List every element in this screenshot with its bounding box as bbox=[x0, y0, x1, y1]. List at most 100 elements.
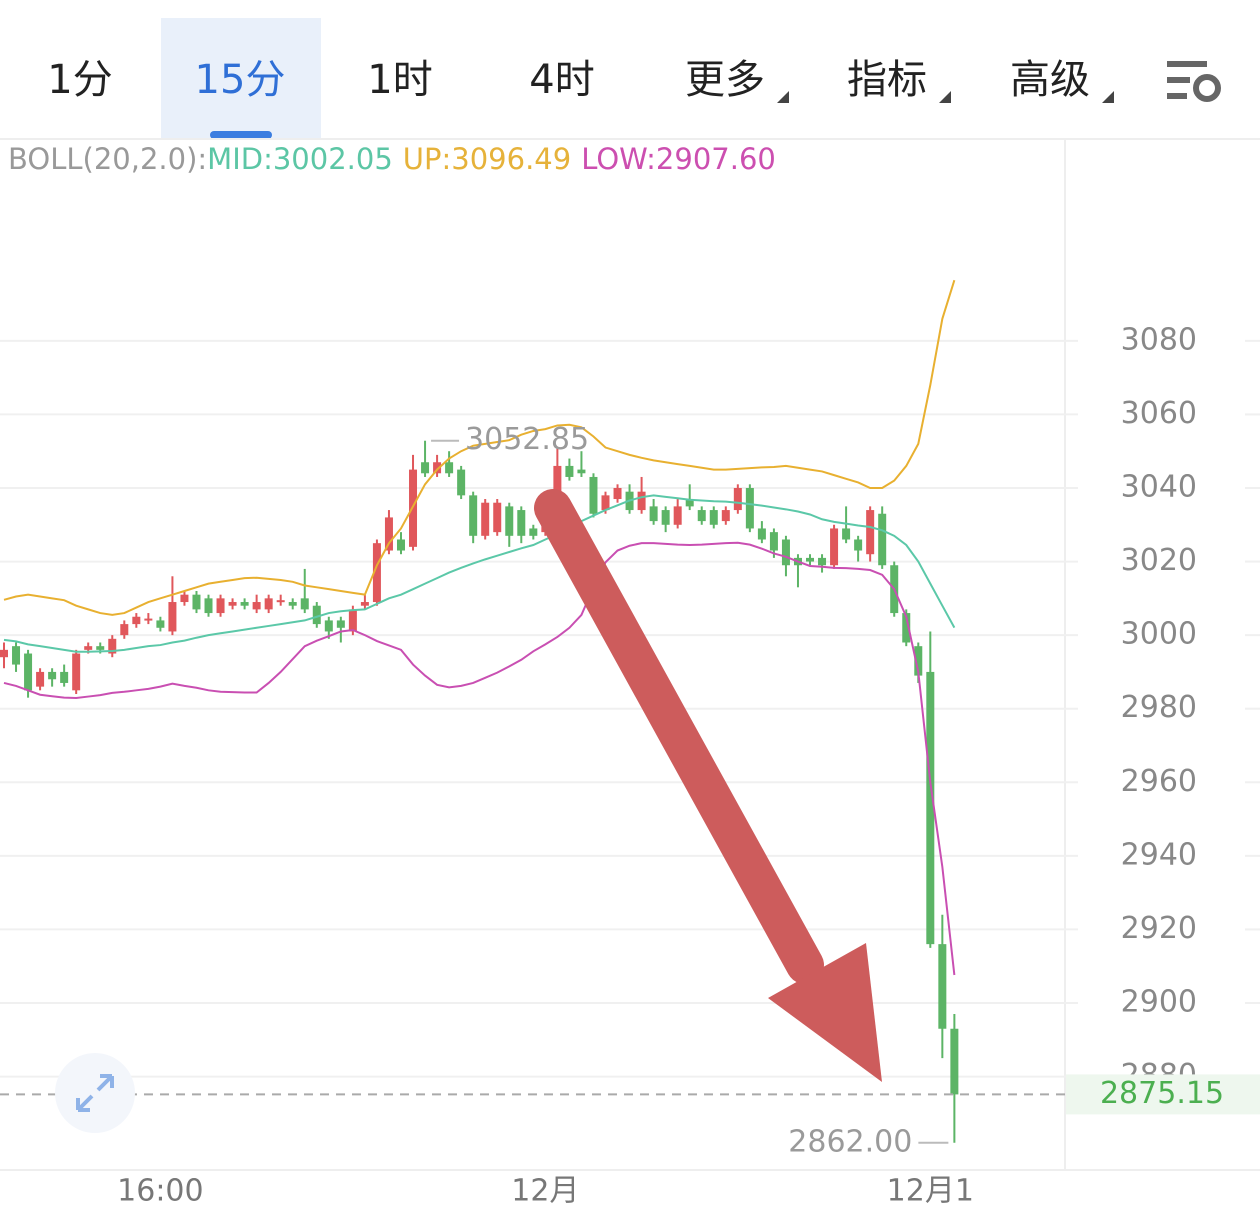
icon-gear bbox=[1193, 74, 1221, 102]
arrow-annotation bbox=[534, 489, 882, 1082]
candle-body bbox=[372, 543, 381, 603]
candle-body bbox=[733, 487, 742, 511]
candle-body bbox=[36, 671, 45, 687]
max-label: 3052.85 bbox=[465, 422, 589, 457]
candle-body bbox=[878, 513, 887, 566]
candle-body bbox=[769, 532, 778, 551]
candle-body bbox=[469, 495, 478, 536]
tab[interactable]: 4时 bbox=[529, 57, 594, 103]
candle-body bbox=[926, 671, 935, 945]
candle-body bbox=[0, 649, 8, 658]
dropdown-caret bbox=[1102, 91, 1114, 103]
expand-button[interactable] bbox=[55, 1053, 135, 1133]
candle-body bbox=[348, 609, 357, 632]
candle-body bbox=[156, 620, 165, 628]
y-tick-label: 3020 bbox=[1121, 543, 1197, 578]
y-tick-label: 3080 bbox=[1121, 322, 1197, 357]
candle-body bbox=[565, 465, 574, 477]
candle-body bbox=[685, 499, 694, 507]
x-tick-label: 12月 bbox=[511, 1174, 579, 1209]
candle-body bbox=[601, 495, 610, 511]
candle-body bbox=[938, 944, 947, 1029]
indicator-label: MID: bbox=[207, 142, 273, 176]
y-tick-label: 3040 bbox=[1121, 469, 1197, 504]
candle-body bbox=[384, 517, 393, 551]
dropdown-caret bbox=[939, 91, 951, 103]
y-tick-label: 2920 bbox=[1121, 911, 1197, 946]
candle-body bbox=[168, 602, 177, 632]
y-tick-label: 2980 bbox=[1121, 690, 1197, 725]
y-tick-label: 3000 bbox=[1121, 617, 1197, 652]
y-tick-label: 2960 bbox=[1121, 764, 1197, 799]
tab-bar: 1分 15分 1时 4时 更多 指标 高级 bbox=[47, 57, 1114, 103]
candle-body bbox=[228, 602, 237, 606]
expand-bg bbox=[55, 1053, 135, 1133]
arrow-head bbox=[768, 943, 882, 1082]
plot: 2880290029202940296029803000302030403060… bbox=[0, 279, 1260, 1209]
candle-body bbox=[697, 510, 706, 522]
dropdown-caret bbox=[777, 91, 789, 103]
candle-body bbox=[108, 638, 117, 654]
candle-body bbox=[842, 528, 851, 540]
x-tick-label: 12月1 bbox=[887, 1174, 974, 1209]
tab[interactable]: 1分 bbox=[47, 57, 112, 103]
candle-body bbox=[288, 602, 297, 606]
indicator-value: 3096.49 bbox=[451, 142, 571, 176]
candle-body bbox=[204, 598, 213, 614]
candle-body bbox=[637, 491, 646, 511]
candle-body bbox=[396, 539, 405, 551]
candle-body bbox=[60, 671, 69, 683]
candle-body bbox=[24, 653, 33, 691]
last-price-label: 2875.15 bbox=[1100, 1076, 1224, 1111]
tab[interactable]: 更多 bbox=[685, 57, 765, 103]
candle-body bbox=[781, 539, 790, 566]
candle-body bbox=[96, 646, 105, 650]
indicator-legend: BOLL(20,2.0):MID:3002.05 UP:3096.49 LOW:29… bbox=[8, 142, 776, 176]
candle-body bbox=[264, 598, 273, 610]
candle-body bbox=[300, 598, 309, 610]
candle-body bbox=[120, 624, 129, 636]
candle-body bbox=[517, 510, 526, 536]
candle-body bbox=[661, 510, 670, 525]
candle-body bbox=[216, 598, 225, 614]
candle-body bbox=[505, 506, 514, 536]
candle-body bbox=[433, 462, 442, 474]
candle-body bbox=[445, 462, 454, 474]
candle-body bbox=[421, 462, 430, 474]
candle-body bbox=[613, 487, 622, 500]
candle-body bbox=[457, 469, 466, 496]
candle-body bbox=[673, 506, 682, 525]
candle-body bbox=[950, 1028, 959, 1095]
candle-body bbox=[252, 602, 261, 610]
y-tick-label: 2940 bbox=[1121, 837, 1197, 872]
settings-icon[interactable] bbox=[1167, 61, 1221, 102]
candle-body bbox=[192, 594, 201, 610]
arrow-shaft bbox=[534, 489, 824, 984]
tab[interactable]: 15分 bbox=[195, 57, 286, 103]
candle-body bbox=[360, 602, 369, 606]
candle-body bbox=[481, 502, 490, 536]
tab[interactable]: 1时 bbox=[367, 57, 432, 103]
selected-tab-indicator bbox=[210, 131, 272, 139]
candle-body bbox=[649, 506, 658, 522]
x-tick-label: 16:00 bbox=[117, 1174, 203, 1209]
last-price-box bbox=[1066, 1074, 1260, 1115]
tab[interactable]: 高级 bbox=[1010, 57, 1090, 103]
tab[interactable]: 指标 bbox=[847, 57, 927, 103]
band-line bbox=[3, 494, 956, 653]
candle-body bbox=[529, 528, 538, 536]
candle-body bbox=[709, 510, 718, 525]
candle-body bbox=[553, 465, 562, 500]
indicator-title: BOLL(20,2.0): bbox=[8, 142, 207, 176]
candle-body bbox=[132, 616, 141, 625]
candle-body bbox=[745, 487, 754, 529]
candle-body bbox=[72, 653, 81, 691]
candle-body bbox=[48, 671, 57, 680]
candle-body bbox=[721, 510, 730, 522]
candle-body bbox=[84, 646, 93, 650]
candle-body bbox=[902, 613, 911, 643]
candle-body bbox=[818, 557, 827, 566]
candle-body bbox=[324, 620, 333, 632]
candle-body bbox=[12, 646, 21, 665]
